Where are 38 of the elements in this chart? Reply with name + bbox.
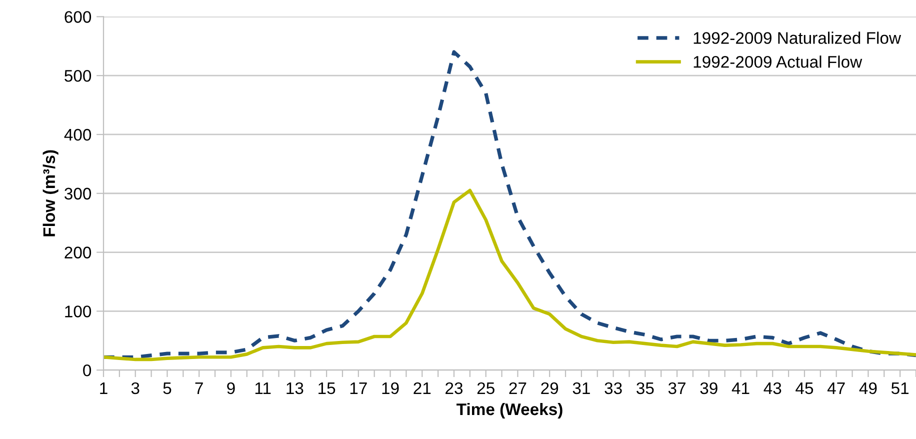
legend-label: 1992-2009 Naturalized Flow <box>694 32 902 44</box>
x-tick-label: 19 <box>382 382 399 394</box>
x-tick-label: 9 <box>227 382 235 394</box>
x-tick-label: 17 <box>350 382 367 394</box>
x-tick-label: 23 <box>446 382 463 394</box>
x-tick-label: 39 <box>700 382 718 394</box>
x-tick-label: 47 <box>827 382 845 394</box>
x-tick-label: 41 <box>732 382 750 394</box>
x-tick-label: 11 <box>255 382 271 394</box>
legend-label: 1992-2009 Actual Flow <box>694 56 862 68</box>
x-tick-label: 29 <box>541 382 558 394</box>
x-tick-label: 31 <box>572 382 590 394</box>
x-tick-label: 43 <box>764 382 782 394</box>
x-tick-label: 5 <box>163 382 172 394</box>
y-tick-label: 0 <box>83 364 92 376</box>
y-axis-title: Flow (m³/s) <box>42 150 58 236</box>
x-tick-label: 27 <box>509 382 526 394</box>
x-tick-label: 37 <box>668 382 686 394</box>
x-tick-label: 49 <box>859 382 877 394</box>
y-tick-label: 600 <box>64 11 92 23</box>
x-tick-label: 1 <box>100 382 108 394</box>
x-tick-label: 7 <box>195 382 203 394</box>
y-tick-label: 300 <box>64 188 92 200</box>
x-tick-label: 15 <box>318 382 336 394</box>
x-tick-label: 33 <box>604 382 622 394</box>
y-tick-label: 100 <box>65 306 92 318</box>
x-tick-label: 3 <box>131 382 140 394</box>
x-tick-label: 45 <box>796 382 814 394</box>
x-axis-title: Time (Weeks) <box>456 402 562 419</box>
x-tick-label: 35 <box>636 382 654 394</box>
y-tick-label: 500 <box>64 70 92 82</box>
x-tick-label: 13 <box>286 382 304 394</box>
x-tick-label: 21 <box>414 382 431 394</box>
x-tick-label: 25 <box>477 382 494 394</box>
line-series <box>104 188 916 362</box>
y-tick-label: 200 <box>64 246 92 258</box>
x-tick-label: 51 <box>891 382 909 394</box>
y-tick-label: 400 <box>64 128 92 141</box>
